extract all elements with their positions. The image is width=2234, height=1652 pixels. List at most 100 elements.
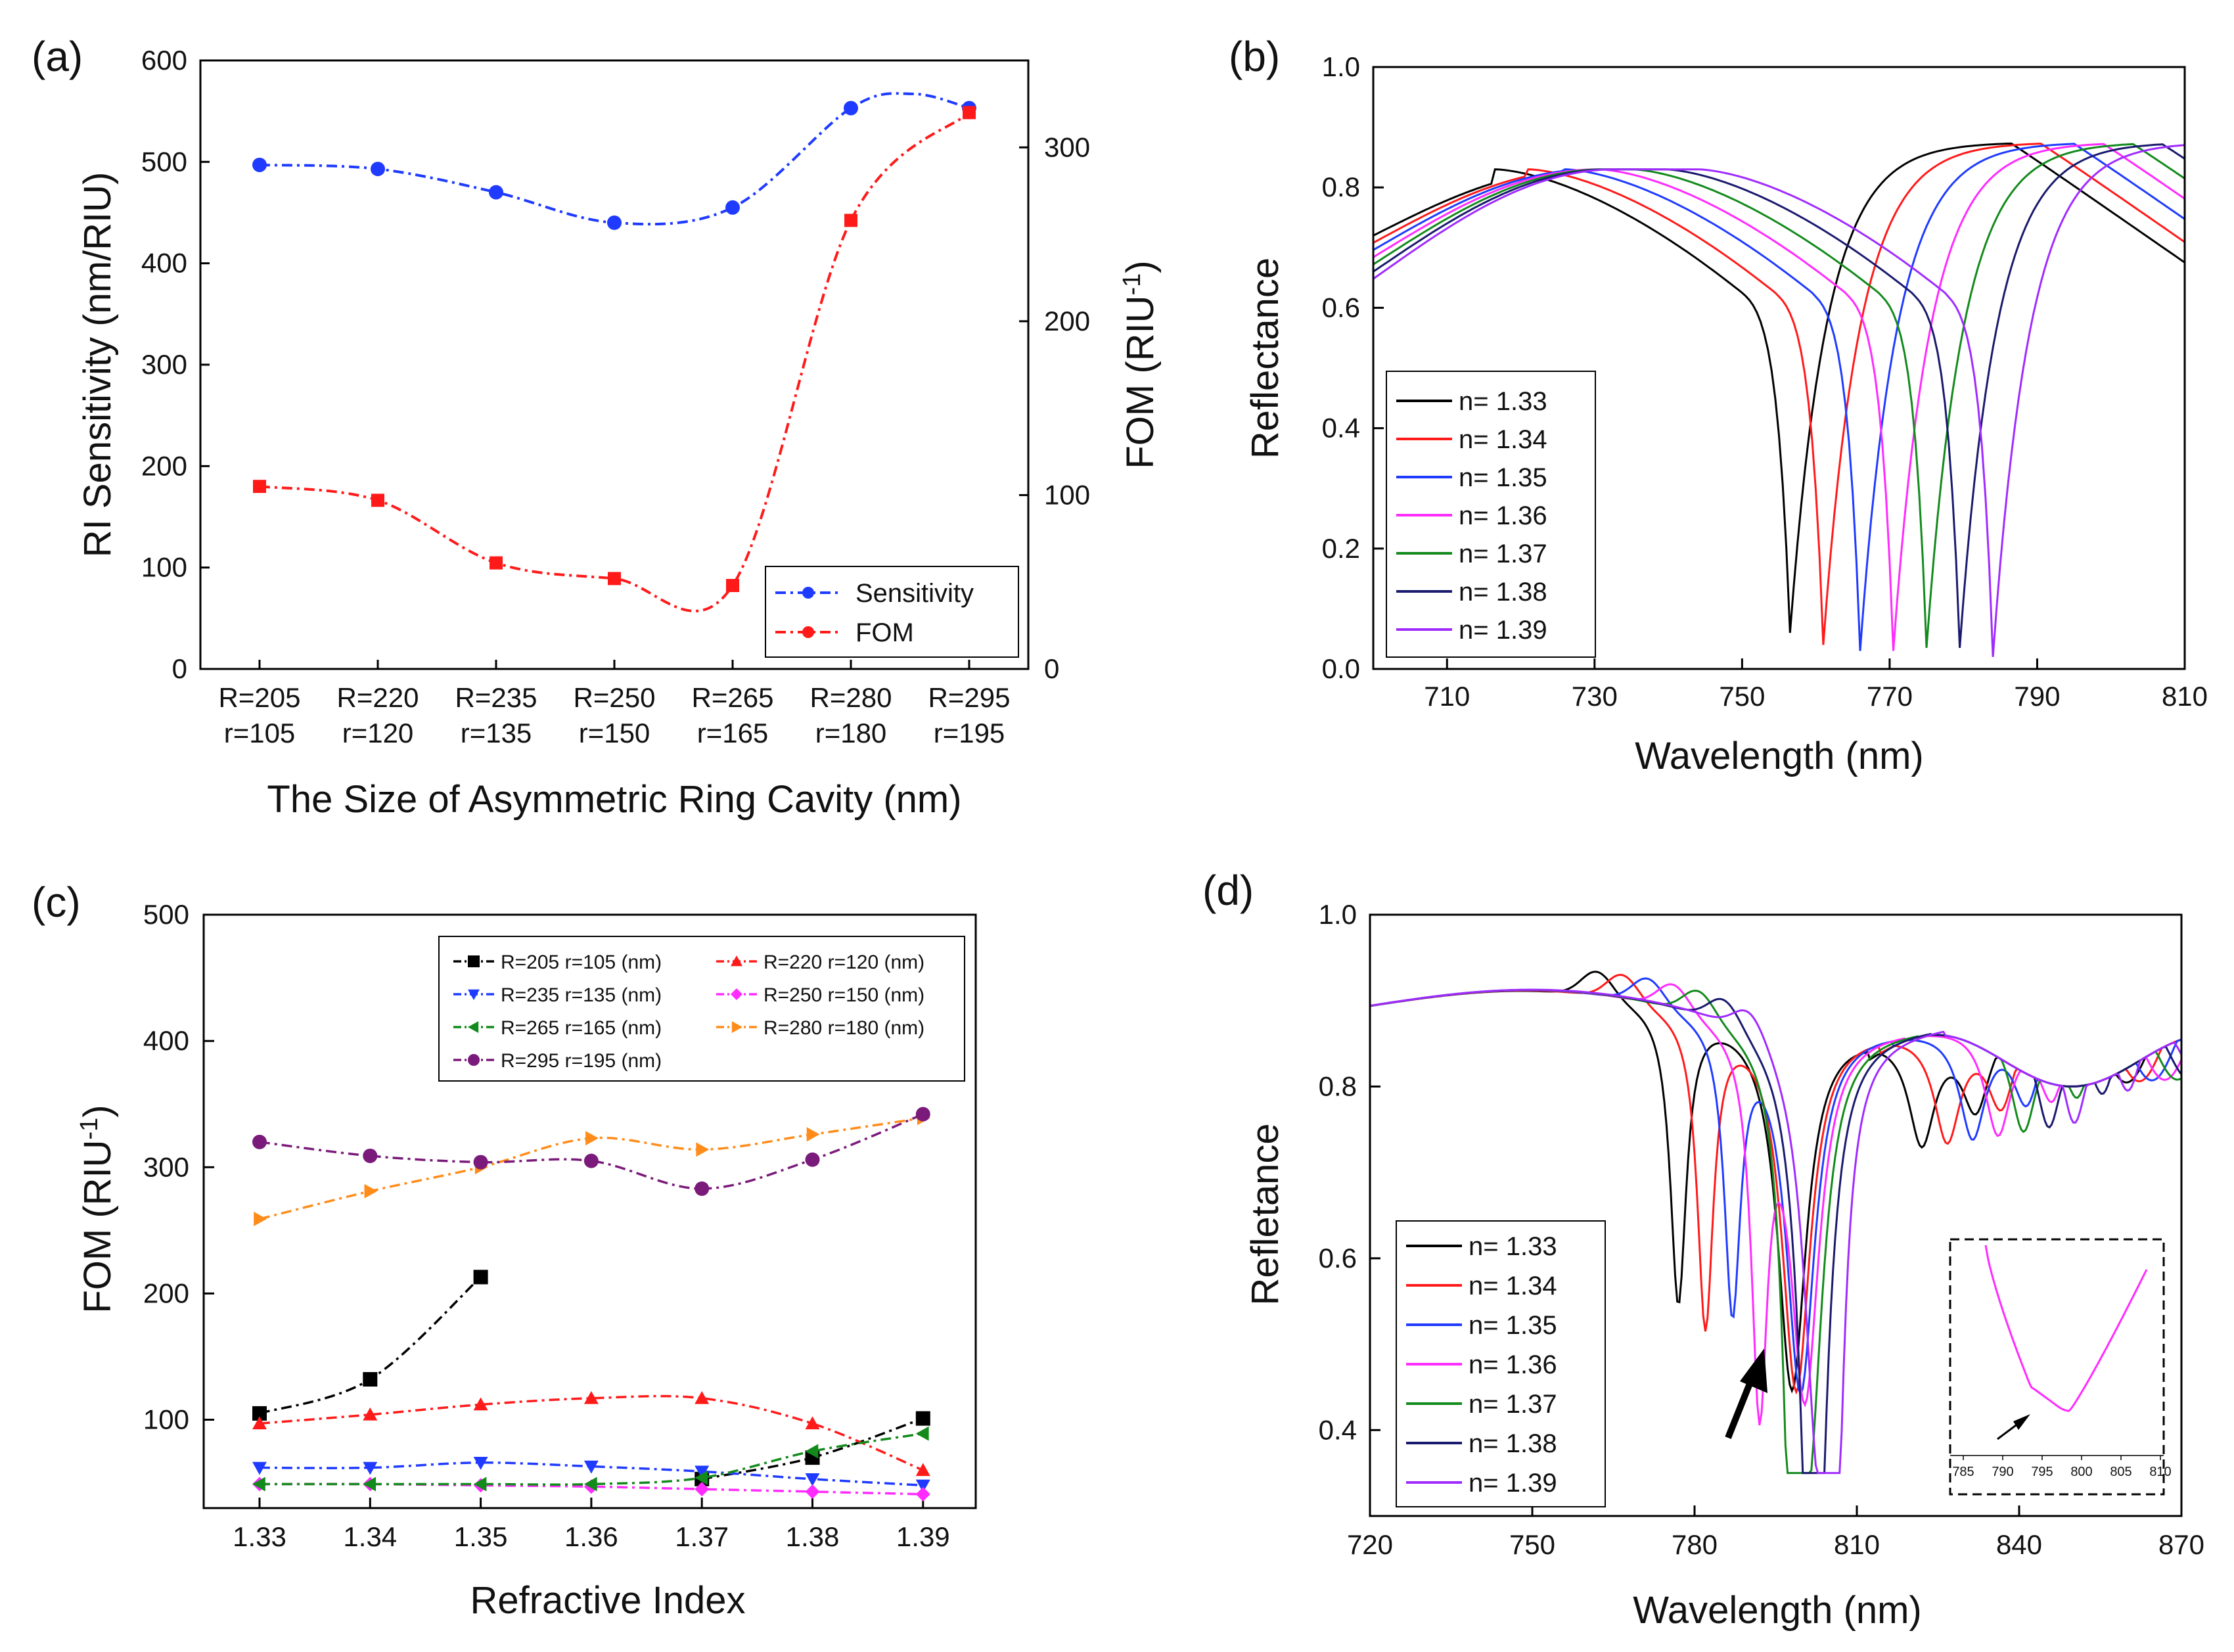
x-tick-label-top: R=235 — [455, 682, 537, 713]
panel-b-x-label: Wavelength (nm) — [1635, 735, 1923, 777]
panel-a-right-ticks: 0 100 200 300 — [1019, 131, 1090, 684]
panel-c: (c) 1.33 1.34 1.35 1.36 1.37 1.38 1.39 100 200 30… — [32, 879, 977, 1622]
spectrum-curve — [1369, 988, 2183, 1475]
y-tick-label: 0.0 — [1322, 653, 1360, 684]
data-point-fom — [253, 480, 266, 493]
y2-tick-label: 100 — [1044, 479, 1090, 510]
data-point — [585, 1131, 599, 1146]
y-tick-label: 0.8 — [1319, 1070, 1357, 1101]
panel-b-ticks: 710 730 750 770 790 810 0.0 0.2 0.4 0.6 0.8 1.0 — [1322, 51, 2208, 712]
inset-curve — [1984, 1245, 2148, 1412]
data-point — [583, 1477, 597, 1492]
x-tick-label: 1.36 — [564, 1521, 618, 1552]
legend-label-sensitivity: Sensitivity — [855, 579, 974, 608]
y-tick-label: 500 — [141, 146, 187, 177]
legend-label-fom: FOM — [855, 618, 914, 647]
data-point-fom — [726, 579, 739, 593]
series-line-sensitivity — [259, 92, 970, 226]
x-tick-label-bottom: r=165 — [697, 718, 769, 748]
legend-label: R=280 r=180 (nm) — [764, 1017, 924, 1039]
y-tick-label: 0 — [172, 653, 187, 684]
arrow-shaft — [1725, 1374, 1756, 1439]
x-tick-label-bottom: r=105 — [224, 718, 296, 748]
panel-d-legend: n= 1.33 n= 1.34 n= 1.35 n= 1.36 n= 1.37 n= 1.… — [1396, 1220, 1606, 1507]
y-tick-label: 0.6 — [1319, 1243, 1357, 1273]
panel-b-frame — [1372, 66, 2186, 670]
x-tick-label: 720 — [1347, 1529, 1393, 1560]
legend-label: n= 1.35 — [1469, 1311, 1557, 1340]
data-point — [364, 1183, 378, 1199]
data-point-sensitivity — [844, 101, 858, 116]
x-tick-label-bottom: r=120 — [342, 718, 414, 748]
legend-marker-sensitivity — [802, 587, 814, 599]
x-tick-label-top: R=265 — [692, 682, 774, 713]
x-tick-label-bottom: r=180 — [815, 718, 887, 748]
x-tick-label-top: R=205 — [219, 682, 301, 713]
series-line — [259, 1276, 482, 1415]
inset-tick-label: 795 — [2031, 1465, 2053, 1479]
y-tick-label: 400 — [143, 1025, 189, 1056]
inset-tick-label: 800 — [2070, 1465, 2092, 1479]
x-tick-label: 1.35 — [454, 1521, 508, 1552]
data-point — [583, 1390, 599, 1404]
panel-c-frame — [202, 913, 977, 1509]
y-tick-label: 600 — [141, 45, 187, 76]
legend-label: n= 1.38 — [1469, 1429, 1557, 1458]
x-tick-label: 870 — [2158, 1529, 2204, 1560]
panel-a-left-ticks: 0 100 200 300 400 500 600 — [141, 45, 210, 684]
data-point — [252, 1406, 267, 1421]
data-point — [915, 1426, 929, 1441]
y-tick-label: 300 — [143, 1151, 189, 1182]
panel-b: (b) 710 730 750 770 790 810 0.0 0.2 0.4 0.6 0.8 1.0… — [1229, 33, 2208, 777]
x-tick-label: 810 — [1834, 1529, 1880, 1560]
data-point — [473, 1270, 488, 1285]
panel-b-curves — [1373, 142, 2185, 657]
inset-tick-label: 785 — [1952, 1465, 1974, 1479]
panel-a-legend: Sensitivity FOM — [765, 566, 1019, 658]
legend-label: n= 1.33 — [1459, 387, 1547, 416]
data-point — [696, 1142, 710, 1157]
panel-d-label: (d) — [1202, 867, 1254, 914]
data-point-fom — [608, 572, 621, 585]
panel-d-ticks: 720 750 780 810 840 870 0.4 0.6 0.8 1.0 — [1319, 899, 2204, 1560]
x-tick-label: 1.39 — [896, 1521, 950, 1552]
y2-tick-label: 300 — [1044, 131, 1090, 162]
spectrum-curve — [1373, 143, 2185, 651]
x-tick-label: 790 — [2014, 681, 2060, 712]
series-line — [260, 1432, 924, 1486]
panel-c-label: (c) — [32, 879, 81, 926]
inset-ticks: 785 790 795 800 805 810 — [1952, 1456, 2172, 1479]
panel-c-legend: R=205 r=105 (nm) R=220 r=120 (nm) R=235 r=… — [438, 936, 965, 1082]
x-tick-label-bottom: r=195 — [934, 718, 1005, 748]
series-line-fom — [259, 111, 970, 612]
data-point — [473, 1477, 487, 1492]
legend-label: n= 1.38 — [1459, 578, 1547, 607]
x-tick-label: 1.38 — [786, 1521, 840, 1552]
data-point — [363, 1148, 378, 1163]
legend-label: n= 1.37 — [1469, 1390, 1557, 1419]
data-point-sensitivity — [371, 162, 385, 177]
data-point — [695, 1470, 708, 1485]
data-point — [915, 1107, 930, 1122]
panel-d-curves — [1369, 971, 2183, 1475]
spectrum-curve — [1373, 144, 2185, 657]
panel-c-ticks: 1.33 1.34 1.35 1.36 1.37 1.38 1.39 100 200 300 400… — [143, 899, 950, 1552]
panel-a-x-ticks: R=205 r=105 R=220 r=120 R=235 r=135 R=250 r=150… — [219, 660, 1010, 748]
data-point — [805, 1444, 819, 1459]
data-point — [363, 1477, 376, 1492]
x-tick-label: 780 — [1672, 1529, 1718, 1560]
x-tick-label-top: R=220 — [337, 682, 419, 713]
legend-label: R=250 r=150 (nm) — [764, 984, 924, 1006]
spectrum-curve — [1373, 143, 2185, 649]
panel-a-series — [252, 92, 976, 612]
data-point — [583, 1153, 599, 1168]
legend-marker — [731, 1021, 742, 1033]
panel-a-x-label: The Size of Asymmetric Ring Cavity (nm) — [267, 778, 961, 821]
data-point-sensitivity — [489, 185, 503, 200]
spectrum-curve — [1373, 143, 2185, 651]
data-point — [915, 1479, 930, 1493]
panel-d-frame — [1369, 913, 2183, 1517]
legend-marker — [731, 955, 742, 967]
inset-tick-label: 810 — [2149, 1465, 2171, 1479]
data-point — [252, 1461, 267, 1475]
